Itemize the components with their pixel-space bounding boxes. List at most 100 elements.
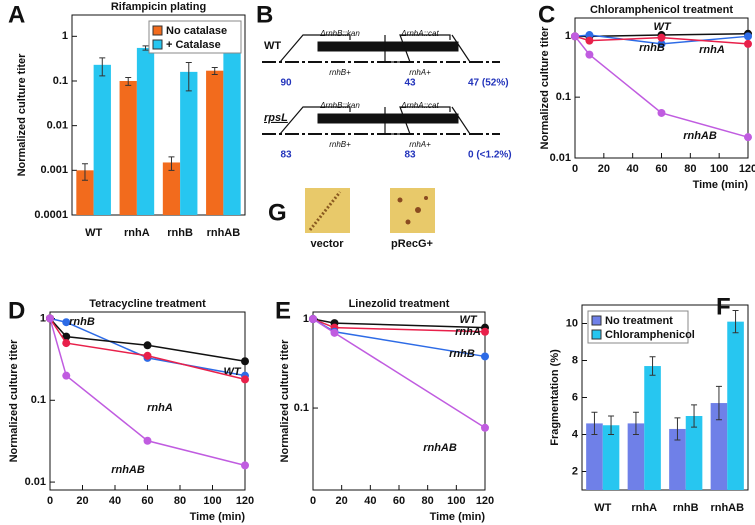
x-axis-title: Time (min) bbox=[430, 511, 486, 523]
point bbox=[585, 50, 594, 59]
line bbox=[49, 318, 246, 467]
cassette-label: ΔrnhB::kan bbox=[319, 101, 360, 110]
y-tick-label: 0.1 bbox=[556, 91, 571, 103]
y-tick-label: 0.0001 bbox=[34, 209, 68, 221]
error-bar bbox=[125, 76, 132, 86]
y-tick-label: 8 bbox=[572, 354, 578, 366]
chart-title: Chloramphenicol treatment bbox=[590, 4, 733, 16]
count-label: 90 bbox=[280, 78, 292, 89]
bar bbox=[162, 162, 181, 215]
point bbox=[143, 436, 152, 445]
bar bbox=[93, 64, 111, 216]
series-label: rnhB bbox=[69, 316, 95, 328]
y-axis-title: Normalized culture titer bbox=[16, 53, 28, 177]
x-tick-label: 100 bbox=[203, 495, 221, 507]
error-bar bbox=[185, 61, 192, 92]
legend-swatch bbox=[591, 315, 602, 326]
point bbox=[241, 375, 249, 384]
y-axis-title: Normalized culture titer bbox=[279, 339, 291, 463]
point bbox=[62, 339, 71, 348]
plate-images bbox=[305, 188, 435, 233]
y-tick-label: 10 bbox=[566, 317, 578, 329]
x-tick-label: rnhB bbox=[673, 502, 699, 514]
point bbox=[481, 352, 489, 361]
series-label: rnhAB bbox=[423, 442, 457, 454]
gene-label: rnhB+ bbox=[329, 140, 351, 149]
bar bbox=[586, 423, 603, 490]
x-tick-label: 0 bbox=[310, 495, 316, 507]
series-label: rnhAB bbox=[683, 130, 717, 142]
legend-box bbox=[148, 20, 242, 54]
x-tick-label: rnhAB bbox=[207, 227, 241, 239]
x-tick-label: 100 bbox=[710, 163, 728, 175]
x-axis-title: Time (min) bbox=[693, 179, 749, 191]
bar bbox=[727, 321, 744, 490]
chart-title: Tetracycline treatment bbox=[89, 298, 206, 310]
y-tick-label: 1 bbox=[40, 312, 46, 324]
x-tick-label: rnhAB bbox=[710, 502, 744, 514]
error-bar bbox=[674, 417, 681, 441]
y-tick-label: 1 bbox=[62, 30, 68, 42]
gene-label: rnhB+ bbox=[329, 68, 351, 77]
x-tick-label: 60 bbox=[141, 495, 153, 507]
x-tick-label: 40 bbox=[364, 495, 376, 507]
gene-label: rnhA+ bbox=[409, 140, 431, 149]
line bbox=[49, 317, 246, 377]
error-bar bbox=[99, 57, 106, 77]
series-label: rnhA bbox=[699, 44, 725, 56]
error-bar bbox=[142, 45, 149, 51]
point bbox=[657, 108, 666, 117]
panel-label: A bbox=[8, 1, 25, 28]
x-tick-label: 120 bbox=[236, 495, 254, 507]
y-tick-label: 4 bbox=[572, 428, 579, 440]
strain-label: WT bbox=[264, 40, 281, 52]
chart-title: Linezolid treatment bbox=[349, 298, 450, 310]
bar bbox=[644, 366, 661, 490]
x-tick-label: 80 bbox=[174, 495, 186, 507]
count-label: 83 bbox=[404, 150, 416, 161]
x-axis-title: Time (min) bbox=[190, 511, 246, 523]
bar bbox=[180, 71, 198, 215]
plot-frame bbox=[312, 311, 486, 491]
point bbox=[309, 315, 317, 324]
legend-box bbox=[587, 310, 689, 344]
point bbox=[481, 423, 489, 432]
strain-label: rpsL bbox=[264, 112, 288, 124]
point bbox=[585, 36, 594, 45]
point bbox=[241, 357, 249, 366]
x-tick-label: 80 bbox=[422, 495, 434, 507]
y-axis-title: Normalized culture titer bbox=[539, 26, 551, 150]
point bbox=[143, 351, 152, 360]
y-tick-label: 1 bbox=[303, 313, 309, 325]
x-tick-label: 20 bbox=[336, 495, 348, 507]
panel-label: C bbox=[538, 1, 555, 28]
line bbox=[49, 317, 246, 362]
bar bbox=[602, 425, 620, 490]
x-tick-label: 40 bbox=[109, 495, 121, 507]
count-label: 47 (52%) bbox=[468, 78, 509, 89]
gene-label: rnhA+ bbox=[409, 68, 431, 77]
series-label: rnhA bbox=[455, 326, 481, 338]
x-tick-label: 0 bbox=[572, 163, 578, 175]
cassette-label: ΔrnhA::cat bbox=[400, 101, 439, 110]
error-bar bbox=[632, 411, 639, 435]
legend-label: No catalase bbox=[166, 25, 227, 37]
legend-label: No treatment bbox=[605, 315, 673, 327]
series-label: rnhAB bbox=[111, 464, 145, 476]
point bbox=[330, 328, 339, 337]
y-tick-label: 0.1 bbox=[31, 394, 46, 406]
point bbox=[62, 371, 71, 380]
x-tick-label: rnhA bbox=[631, 502, 657, 514]
legend-swatch bbox=[152, 39, 163, 50]
bar bbox=[627, 423, 645, 490]
bar bbox=[685, 416, 703, 490]
x-tick-label: 0 bbox=[47, 495, 53, 507]
bar bbox=[710, 403, 728, 490]
point bbox=[62, 318, 71, 327]
cassette-label: ΔrnhB::kan bbox=[319, 29, 360, 38]
count-label: 43 bbox=[404, 78, 416, 89]
y-axis-title: Normalized culture titer bbox=[8, 339, 20, 463]
point bbox=[62, 332, 71, 341]
point bbox=[585, 31, 594, 40]
